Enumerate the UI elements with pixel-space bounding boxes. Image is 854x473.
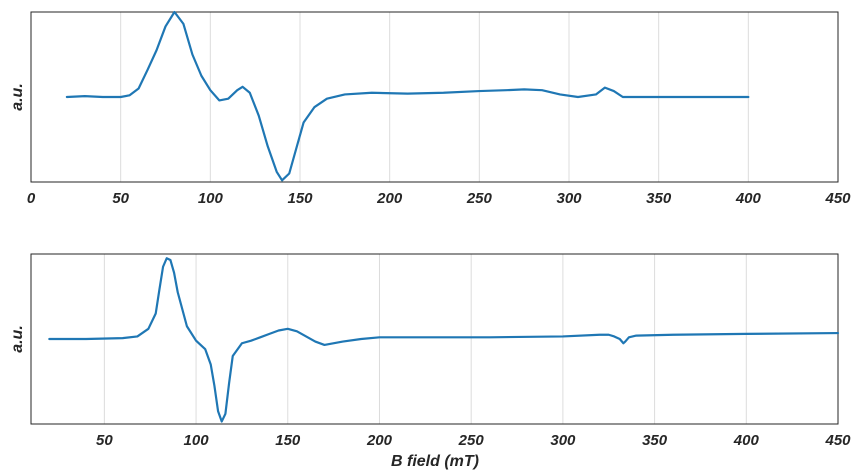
bottom-x-tick-label: 300	[550, 432, 576, 449]
top-axes-frame	[30, 11, 839, 183]
top-x-tick-labels: 0 50 100 150 200 250 300 350 400 450	[27, 190, 851, 207]
bottom-x-tick-labels: 50 100 150 200 250 300 350 400 450	[96, 432, 851, 449]
bottom-grid	[103, 254, 747, 424]
top-x-tick-label: 250	[466, 190, 493, 207]
bottom-y-axis-label: a.u.	[9, 325, 26, 353]
bottom-x-axis-label: B field (mT)	[391, 453, 479, 470]
top-x-tick-label: 0	[27, 190, 36, 207]
top-x-tick-label: 50	[112, 190, 129, 207]
top-grid	[120, 12, 749, 182]
bottom-x-tick-label: 250	[458, 432, 485, 449]
bottom-series-line	[48, 257, 840, 423]
bottom-x-tick-label: 200	[366, 432, 393, 449]
top-series-line	[65, 10, 750, 182]
top-x-tick-label: 200	[376, 190, 403, 207]
top-x-tick-label: 100	[198, 190, 224, 207]
chart-bottom: 50 100 150 200 250 300 350 400 450 a.u. B field …	[9, 253, 851, 470]
chart-top: 0 50 100 150 200 250 300 350 400 450 a.u.	[9, 10, 851, 207]
bottom-trace-layer	[48, 257, 840, 423]
bottom-x-tick-label: 150	[275, 432, 301, 449]
bottom-x-tick-label: 400	[733, 432, 760, 449]
top-x-tick-label: 150	[287, 190, 313, 207]
bottom-axes-frame	[30, 253, 839, 425]
bottom-x-tick-label: 50	[96, 432, 113, 449]
top-trace-layer	[65, 10, 750, 182]
top-x-tick-label: 450	[824, 190, 851, 207]
bottom-x-tick-label: 350	[642, 432, 668, 449]
top-x-tick-label: 300	[556, 190, 582, 207]
bottom-x-tick-label: 100	[184, 432, 210, 449]
top-x-tick-label: 400	[735, 190, 762, 207]
bottom-x-tick-label: 450	[824, 432, 851, 449]
top-y-axis-label: a.u.	[9, 83, 26, 111]
top-x-tick-label: 350	[646, 190, 672, 207]
